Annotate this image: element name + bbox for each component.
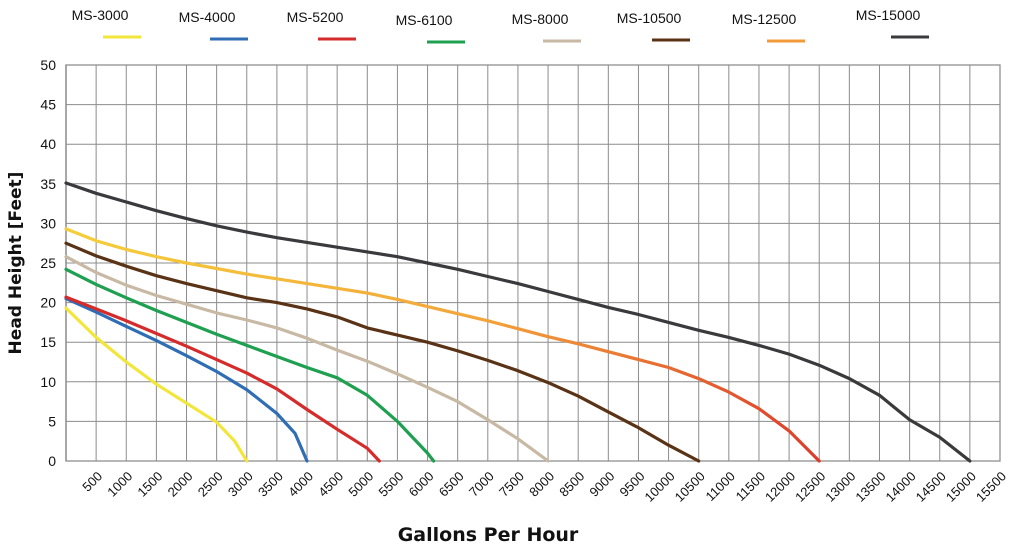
series-line-ms-10500 [64,241,701,463]
x-tick-label: 7500 [496,469,527,500]
y-tick-label: 20 [40,295,56,311]
x-tick-label: 13000 [822,469,858,505]
x-tick-label: 500 [79,469,105,495]
x-tick-label: 11500 [733,469,768,504]
x-tick-label: 7000 [466,469,497,500]
x-tick-label: 11000 [702,469,737,504]
x-tick-label: 3500 [255,469,286,500]
series-line-ms-5200 [64,295,381,463]
series-line-ms-6100 [64,267,436,463]
x-tick-label: 6500 [436,469,467,500]
x-axis-ticks: 500 1000 1500 2000 2500 3000 3500 4000 4500 5000 5… [79,469,1009,505]
x-tick-label: 8500 [556,469,587,500]
x-tick-label: 13500 [852,469,888,505]
x-tick-label: 5000 [345,469,376,500]
x-axis-title: Gallons Per Hour [398,524,579,546]
legend-label-ms-12500: MS-12500 [732,11,797,27]
y-tick-label: 35 [40,176,56,192]
y-tick-label: 5 [48,413,56,429]
y-tick-label: 30 [40,215,56,231]
x-tick-label: 8000 [526,469,557,500]
y-tick-label: 15 [40,334,56,350]
y-axis-title: Head Height [Feet] [6,172,26,355]
legend-label-ms-6100: MS-6100 [396,12,453,28]
y-tick-label: 50 [40,57,56,73]
y-tick-label: 10 [40,374,56,390]
series-lines [64,181,972,463]
x-tick-label: 3000 [225,469,256,500]
series-line-ms-15000 [64,181,972,463]
y-tick-label: 25 [40,255,56,271]
legend-label-ms-10500: MS-10500 [617,10,682,26]
y-axis-ticks: 0 5 10 15 20 25 30 35 40 45 50 [40,57,56,469]
y-tick-label: 0 [48,453,56,469]
x-tick-label: 4500 [315,469,346,500]
x-tick-label: 10000 [642,469,678,505]
legend-label-ms-8000: MS-8000 [512,11,569,27]
series-line-ms-4000 [64,297,309,463]
legend-label-ms-3000: MS-3000 [72,7,129,23]
x-tick-label: 12000 [762,469,798,505]
y-tick-label: 45 [40,97,56,113]
legend-label-ms-4000: MS-4000 [179,9,236,25]
x-tick-label: 9000 [586,469,617,500]
x-tick-label: 15000 [943,469,979,505]
legend-label-ms-5200: MS-5200 [287,9,344,25]
series-line-ms-8000 [64,255,550,463]
x-tick-label: 1500 [134,469,165,500]
x-tick-label: 15500 [973,469,1009,505]
grid [65,64,1001,462]
series-line-ms-12500 [64,227,821,463]
legend: MS-3000 MS-4000 MS-5200 MS-6100 MS-8000 MS-10… [72,7,929,44]
x-tick-label: 4000 [285,469,316,500]
x-tick-label: 5500 [375,469,406,500]
legend-label-ms-15000: MS-15000 [856,7,921,23]
x-tick-label: 6000 [406,469,437,500]
x-tick-label: 14000 [883,469,919,505]
x-tick-label: 10500 [672,469,708,505]
x-tick-label: 2500 [195,469,226,500]
x-tick-label: 14500 [913,469,949,505]
series-line-ms-3000 [64,306,249,463]
x-tick-label: 2000 [165,469,196,500]
x-tick-label: 12500 [792,469,828,505]
y-tick-label: 40 [40,136,56,152]
x-tick-label: 1000 [104,469,135,500]
